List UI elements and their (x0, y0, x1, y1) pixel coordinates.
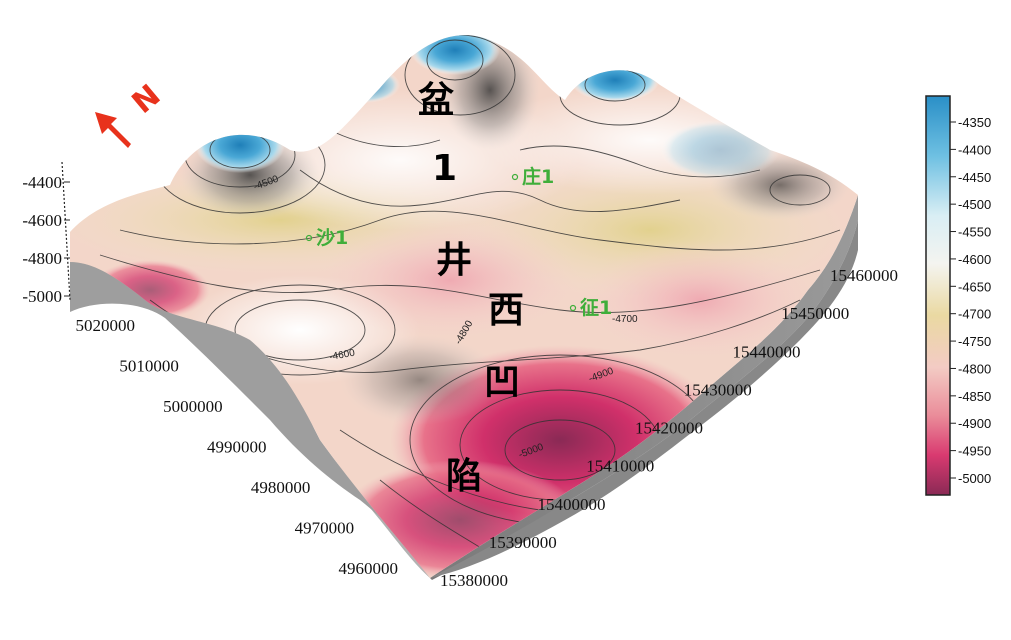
colorbar-labels: -4350 -4400 -4450 -4500 -4550 -4600 -4650 -4700… (950, 115, 991, 486)
y-axis-tick-label: 4980000 (251, 478, 311, 497)
well-marker (305, 234, 313, 242)
z-axis-line (61, 161, 71, 301)
colorbar-label: -4500 (958, 197, 991, 212)
x-axis-tick-label: 15430000 (684, 380, 752, 399)
colorbar-label: -4950 (958, 444, 991, 459)
x-axis-tick-label: 15400000 (538, 495, 606, 514)
y-axis: 5020000 5010000 5000000 4990000 4980000 49700… (76, 316, 399, 578)
region-label: 西 (488, 290, 524, 331)
north-arrow-icon (95, 112, 131, 148)
well-labels: 庄1 沙1 征1 (305, 165, 612, 319)
region-label: 陷 (446, 456, 482, 497)
colorbar-label: -4900 (958, 416, 991, 431)
x-axis-tick-label: 15450000 (781, 304, 849, 323)
region-label: 盆 (418, 80, 454, 121)
contour-label: -4700 (612, 314, 638, 325)
colorbar-label: -4750 (958, 334, 991, 349)
y-axis-tick-label: 5020000 (76, 316, 136, 335)
x-axis-tick-label: 15390000 (489, 533, 557, 552)
well-marker (569, 304, 577, 312)
z-axis-tick-label: -4600 (22, 211, 62, 230)
colorbar-label: -4550 (958, 225, 991, 240)
x-axis-tick-label: 15460000 (830, 266, 898, 285)
z-axis-tick-label: -5000 (22, 287, 62, 306)
north-label: N (126, 78, 168, 121)
well-label: 征1 (580, 296, 612, 319)
colorbar-box (925, 95, 951, 496)
north-arrow: N (95, 78, 167, 148)
colorbar-label: -4400 (958, 142, 991, 157)
x-axis-tick-label: 15440000 (733, 342, 801, 361)
well-label: 庄1 (522, 165, 554, 188)
colorbar-label: -5000 (958, 471, 991, 486)
y-axis-tick-label: 5000000 (163, 397, 223, 416)
contour-label: -4600 (329, 348, 357, 363)
colorbar: -4350 -4400 -4450 -4500 -4550 -4600 -4650 -4700… (925, 95, 991, 496)
y-axis-tick-label: 4960000 (339, 559, 399, 578)
region-label: 1 (432, 148, 457, 189)
colorbar-label: -4350 (958, 115, 991, 130)
colorbar-label: -4650 (958, 279, 991, 294)
y-axis-tick-label: 4970000 (295, 519, 355, 538)
x-axis-tick-label: 15380000 (440, 571, 508, 590)
z-axis-tick-label: -4400 (22, 173, 62, 192)
region-label: 井 (436, 240, 472, 281)
colorbar-label: -4450 (958, 170, 991, 185)
colorbar-label: -4700 (958, 307, 991, 322)
region-label: 凹 (484, 362, 520, 403)
colorbar-label: -4800 (958, 361, 991, 376)
colorbar-label: -4600 (958, 252, 991, 267)
z-axis-tick-label: -4800 (22, 249, 62, 268)
y-axis-tick-label: 4990000 (207, 438, 267, 457)
y-axis-tick-label: 5010000 (119, 357, 179, 376)
x-axis-tick-label: 15410000 (586, 457, 654, 476)
well-label: 沙1 (316, 227, 348, 249)
surface-top (70, 35, 858, 578)
block-front-wall (70, 262, 430, 578)
colorbar-label: -4850 (958, 389, 991, 404)
x-axis-tick-label: 15420000 (635, 419, 703, 438)
well-marker (511, 173, 519, 181)
x-axis: 15380000 15390000 15400000 15410000 15420000… (440, 266, 898, 590)
z-axis: -4400 -4600 -4800 -5000 (22, 161, 71, 306)
